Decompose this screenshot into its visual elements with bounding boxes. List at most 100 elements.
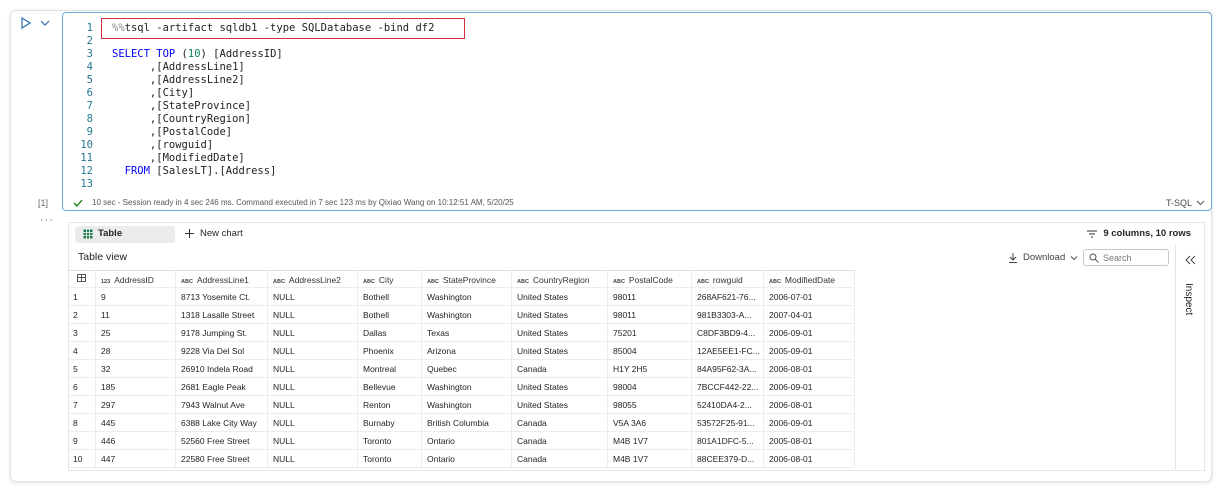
table-cell: 8713 Yosemite Ct. xyxy=(176,288,268,306)
table-cell: 32 xyxy=(96,360,176,378)
table-row: 8 445 6388 Lake City Way NULL Burnaby British… xyxy=(68,414,855,432)
table-cell: M4B 1V7 xyxy=(608,432,692,450)
table-cell: M4B 1V7 xyxy=(608,450,692,468)
table-cell: 6388 Lake City Way xyxy=(176,414,268,432)
table-cell: 2006-08-01 xyxy=(764,450,855,468)
type-badge: ABC xyxy=(517,279,529,285)
table-cell: 7 xyxy=(68,396,96,414)
table-cell: United States xyxy=(512,396,608,414)
tab-label: New chart xyxy=(200,228,243,239)
line-number: 1 xyxy=(86,22,93,34)
code-token: ,[CountryRegion] xyxy=(112,113,252,125)
execution-count: [1] xyxy=(38,198,49,208)
table-cell: NULL xyxy=(268,432,358,450)
download-button[interactable]: Download xyxy=(1008,252,1078,263)
table-cell: Ontario xyxy=(422,432,512,450)
table-cell: Canada xyxy=(512,414,608,432)
table-cell: 98055 xyxy=(608,396,692,414)
table-row: 2 11 1318 Lasalle Street NULL Bothell Washing… xyxy=(68,306,855,324)
table-cell: Bothell xyxy=(358,306,422,324)
tab[interactable]: New chart xyxy=(184,228,243,239)
table-cell: 2006-09-01 xyxy=(764,378,855,396)
table-cell: Toronto xyxy=(358,450,422,468)
line-number: 4 xyxy=(86,61,93,73)
header-cell[interactable]: ABC ModifiedDate xyxy=(764,271,855,289)
language-selector[interactable]: T-SQL xyxy=(1166,198,1205,208)
cell-toolbar xyxy=(21,16,50,30)
search-placeholder: Search xyxy=(1103,252,1132,263)
header-cell[interactable]: ABC CountryRegion xyxy=(512,271,608,289)
run-button[interactable] xyxy=(21,16,32,30)
more-menu[interactable]: ··· xyxy=(40,214,54,226)
line-number: 12 xyxy=(80,165,93,177)
table-cell: NULL xyxy=(268,378,358,396)
table-cell: Ontario xyxy=(422,450,512,468)
notebook-card xyxy=(10,10,1212,482)
cell-menu[interactable] xyxy=(40,20,50,26)
table-cell: Texas xyxy=(422,324,512,342)
code-token: ,[StateProvince] xyxy=(112,100,252,112)
header-cell[interactable]: ABC PostalCode xyxy=(608,271,692,289)
table-cell: Washington xyxy=(422,378,512,396)
table-cell: 297 xyxy=(96,396,176,414)
table-cell: Arizona xyxy=(422,342,512,360)
header-cell[interactable]: ABC AddressLine1 xyxy=(176,271,268,289)
table-cell: NULL xyxy=(268,288,358,306)
column-name: CountryRegion xyxy=(532,275,590,285)
table-cell: 981B3303-A... xyxy=(692,306,764,324)
table-cell: 98011 xyxy=(608,306,692,324)
line-number: 13 xyxy=(80,178,93,190)
table-cell: 52560 Free Street xyxy=(176,432,268,450)
table-cell: 268AF621-76... xyxy=(692,288,764,306)
success-icon xyxy=(73,199,83,207)
table-cell: 75201 xyxy=(608,324,692,342)
status-text: 10 sec - Session ready in 4 sec 246 ms. … xyxy=(92,198,514,207)
collapse-button[interactable] xyxy=(1185,255,1197,265)
table-cell: 85004 xyxy=(608,342,692,360)
code-cell[interactable] xyxy=(62,12,1212,211)
table-cell: 25 xyxy=(96,324,176,342)
table-cell: 88CEE379-D... xyxy=(692,450,764,468)
code-token: ( xyxy=(175,48,188,60)
table-cell: 52410DA4-2... xyxy=(692,396,764,414)
type-badge: ABC xyxy=(613,279,625,285)
table-row: 6 185 2681 Eagle Peak NULL Bellevue Washingto… xyxy=(68,378,855,396)
download-label: Download xyxy=(1023,252,1066,263)
table-cell: 7943 Walnut Ave xyxy=(176,396,268,414)
code-token: FROM xyxy=(112,165,150,177)
table-row: 1 9 8713 Yosemite Ct. NULL Bothell Washington… xyxy=(68,288,855,306)
line-number: 10 xyxy=(80,139,93,151)
table-cell: 10 xyxy=(68,450,96,468)
header-cell[interactable]: 123 AddressID xyxy=(96,271,176,289)
column-name: PostalCode xyxy=(628,275,673,285)
header-cell[interactable]: ABC StateProvince xyxy=(422,271,512,289)
search-box[interactable]: Search xyxy=(1083,249,1169,266)
table-cell: 98004 xyxy=(608,378,692,396)
code-token: ,[AddressLine1] xyxy=(112,61,245,73)
table-cell: 9 xyxy=(96,288,176,306)
table-cell: 2006-07-01 xyxy=(764,288,855,306)
type-badge: ABC xyxy=(697,279,709,285)
table-cell: Washington xyxy=(422,306,512,324)
table-cell: 2 xyxy=(68,306,96,324)
header-cell[interactable]: ABC AddressLine2 xyxy=(268,271,358,289)
table-cell: Quebec xyxy=(422,360,512,378)
tab[interactable]: Table xyxy=(83,228,122,239)
table-cell: 2005-08-01 xyxy=(764,432,855,450)
table-cell: NULL xyxy=(268,450,358,468)
type-badge: 123 xyxy=(101,279,111,285)
table-cell: British Columbia xyxy=(422,414,512,432)
table-cell: 84A95F62-3A... xyxy=(692,360,764,378)
side-panel-label[interactable]: Inspect xyxy=(1183,283,1194,316)
table-cell: Bothell xyxy=(358,288,422,306)
table-cell: 446 xyxy=(96,432,176,450)
header-row: 123 AddressID ABC AddressLine1 ABC AddressLin… xyxy=(68,270,855,289)
code-line: FROM [SalesLT].[Address] xyxy=(112,165,277,177)
table-cell: United States xyxy=(512,378,608,396)
table-cell: 9228 Via Del Sol xyxy=(176,342,268,360)
line-number: 7 xyxy=(86,100,93,112)
header-cell[interactable]: ABC City xyxy=(358,271,422,289)
header-cell[interactable]: ABC rowguid xyxy=(692,271,764,289)
type-badge: ABC xyxy=(363,279,375,285)
